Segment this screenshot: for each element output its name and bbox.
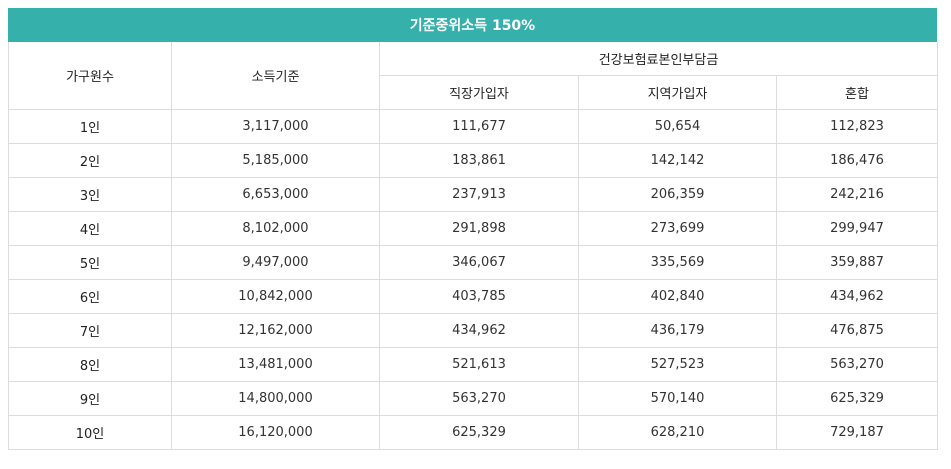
cell-workplace: 291,898 bbox=[379, 211, 579, 246]
cell-workplace: 111,677 bbox=[379, 109, 579, 144]
cell-workplace: 183,861 bbox=[379, 143, 579, 178]
table-title: 기준중위소득 150% bbox=[8, 8, 937, 42]
table-row: 9인 14,800,000 563,270 570,140 625,329 bbox=[8, 381, 938, 416]
table-row: 1인 3,117,000 111,677 50,654 112,823 bbox=[8, 109, 938, 144]
cell-regional: 335,569 bbox=[578, 245, 777, 280]
cell-regional: 570,140 bbox=[578, 381, 777, 416]
header-income: 소득기준 bbox=[171, 42, 380, 110]
cell-regional: 628,210 bbox=[578, 415, 777, 450]
cell-household: 8인 bbox=[8, 347, 172, 382]
cell-household: 3인 bbox=[8, 177, 172, 212]
header-workplace: 직장가입자 bbox=[379, 75, 579, 110]
cell-workplace: 625,329 bbox=[379, 415, 579, 450]
cell-mixed: 186,476 bbox=[776, 143, 938, 178]
table-row: 10인 16,120,000 625,329 628,210 729,187 bbox=[8, 415, 938, 450]
table-row: 3인 6,653,000 237,913 206,359 242,216 bbox=[8, 177, 938, 212]
cell-household: 10인 bbox=[8, 415, 172, 450]
table-row: 4인 8,102,000 291,898 273,699 299,947 bbox=[8, 211, 938, 246]
header-insurance-group: 건강보험료본인부담금 bbox=[379, 42, 938, 76]
cell-income: 9,497,000 bbox=[171, 245, 380, 280]
cell-household: 4인 bbox=[8, 211, 172, 246]
cell-mixed: 729,187 bbox=[776, 415, 938, 450]
cell-mixed: 359,887 bbox=[776, 245, 938, 280]
cell-income: 5,185,000 bbox=[171, 143, 380, 178]
header-mixed: 혼합 bbox=[776, 75, 938, 110]
cell-regional: 142,142 bbox=[578, 143, 777, 178]
cell-regional: 50,654 bbox=[578, 109, 777, 144]
table-row: 5인 9,497,000 346,067 335,569 359,887 bbox=[8, 245, 938, 280]
cell-income: 8,102,000 bbox=[171, 211, 380, 246]
cell-workplace: 563,270 bbox=[379, 381, 579, 416]
cell-workplace: 403,785 bbox=[379, 279, 579, 314]
cell-mixed: 476,875 bbox=[776, 313, 938, 348]
header-household: 가구원수 bbox=[8, 42, 172, 110]
cell-workplace: 521,613 bbox=[379, 347, 579, 382]
income-table: 가구원수 소득기준 건강보험료본인부담금 직장가입자 지역가입자 혼합 1인 3,… bbox=[8, 42, 938, 450]
table-row: 7인 12,162,000 434,962 436,179 476,875 bbox=[8, 313, 938, 348]
cell-workplace: 346,067 bbox=[379, 245, 579, 280]
cell-income: 6,653,000 bbox=[171, 177, 380, 212]
cell-household: 5인 bbox=[8, 245, 172, 280]
cell-household: 1인 bbox=[8, 109, 172, 144]
cell-regional: 273,699 bbox=[578, 211, 777, 246]
cell-workplace: 434,962 bbox=[379, 313, 579, 348]
cell-household: 9인 bbox=[8, 381, 172, 416]
table-row: 8인 13,481,000 521,613 527,523 563,270 bbox=[8, 347, 938, 382]
cell-mixed: 112,823 bbox=[776, 109, 938, 144]
cell-regional: 527,523 bbox=[578, 347, 777, 382]
table-body: 1인 3,117,000 111,677 50,654 112,823 2인 5,185,0… bbox=[8, 109, 938, 450]
cell-income: 12,162,000 bbox=[171, 313, 380, 348]
header-regional: 지역가입자 bbox=[578, 75, 777, 110]
cell-household: 2인 bbox=[8, 143, 172, 178]
cell-mixed: 242,216 bbox=[776, 177, 938, 212]
cell-income: 14,800,000 bbox=[171, 381, 380, 416]
cell-mixed: 434,962 bbox=[776, 279, 938, 314]
cell-regional: 206,359 bbox=[578, 177, 777, 212]
cell-mixed: 563,270 bbox=[776, 347, 938, 382]
cell-income: 16,120,000 bbox=[171, 415, 380, 450]
cell-workplace: 237,913 bbox=[379, 177, 579, 212]
cell-mixed: 625,329 bbox=[776, 381, 938, 416]
cell-household: 6인 bbox=[8, 279, 172, 314]
cell-regional: 436,179 bbox=[578, 313, 777, 348]
cell-household: 7인 bbox=[8, 313, 172, 348]
cell-income: 13,481,000 bbox=[171, 347, 380, 382]
income-table-container: 기준중위소득 150% 가구원수 소득기준 건강보험료본인부담금 직장가입자 지… bbox=[8, 8, 938, 450]
cell-regional: 402,840 bbox=[578, 279, 777, 314]
cell-mixed: 299,947 bbox=[776, 211, 938, 246]
cell-income: 3,117,000 bbox=[171, 109, 380, 144]
table-row: 2인 5,185,000 183,861 142,142 186,476 bbox=[8, 143, 938, 178]
table-row: 6인 10,842,000 403,785 402,840 434,962 bbox=[8, 279, 938, 314]
cell-income: 10,842,000 bbox=[171, 279, 380, 314]
